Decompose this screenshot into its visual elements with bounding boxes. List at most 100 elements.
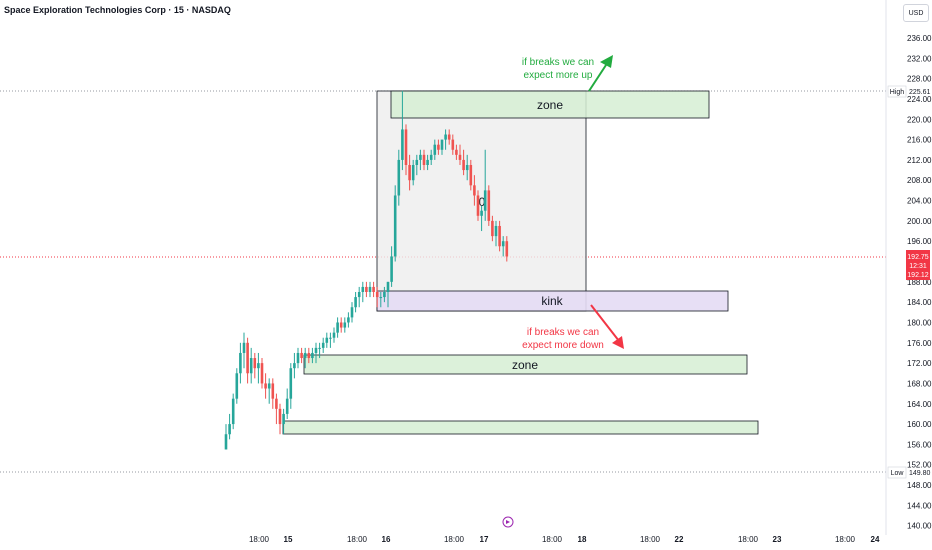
- price-tag-value2: 192.12: [907, 272, 929, 279]
- candle-body: [480, 210, 483, 216]
- price-tick-label: 216.00: [907, 136, 932, 145]
- time-tick-label: 18:00: [640, 535, 661, 544]
- candle-body: [347, 317, 350, 323]
- candle-body: [332, 332, 336, 338]
- candle-body: [260, 363, 264, 384]
- candle-body: [429, 154, 433, 160]
- time-tick-label: 18:00: [249, 535, 270, 544]
- high-tag-value: 225.61: [909, 89, 931, 96]
- candle-body: [408, 165, 411, 181]
- price-tick-label: 200.00: [907, 217, 932, 226]
- low-tag-value: 149.80: [909, 470, 931, 477]
- price-tick-label: 168.00: [907, 379, 932, 388]
- price-tick-label: 176.00: [907, 339, 932, 348]
- currency-button[interactable]: USD: [903, 4, 929, 22]
- candle-body: [271, 383, 275, 399]
- high-tag-label: High: [890, 89, 905, 96]
- candle-body: [375, 292, 379, 298]
- candle-body: [307, 352, 311, 359]
- low-tag-label: Low: [891, 470, 905, 477]
- price-tick-label: 144.00: [907, 501, 932, 510]
- candle-body: [462, 159, 465, 171]
- price-tick-label: 188.00: [907, 278, 932, 287]
- kink-label: kink: [541, 294, 563, 308]
- arrow-down-icon[interactable]: [590, 304, 624, 349]
- replay-icon[interactable]: [502, 516, 514, 528]
- candle-body: [235, 373, 239, 399]
- candle-body: [397, 159, 401, 196]
- time-tick-label: 17: [480, 535, 489, 544]
- zone-bottom-box[interactable]: [282, 420, 759, 435]
- price-tick-label: 140.00: [907, 522, 932, 531]
- candle-body: [383, 292, 386, 298]
- time-tick-label: 15: [284, 535, 293, 544]
- price-tick-label: 172.00: [907, 359, 932, 368]
- candle-body: [285, 398, 289, 414]
- candle-body: [311, 352, 314, 359]
- candle-body: [505, 241, 509, 257]
- candle-body: [314, 347, 318, 353]
- price-tick-label: 236.00: [907, 34, 932, 43]
- price-tick-label: 152.00: [907, 461, 932, 470]
- candle-body: [365, 286, 368, 292]
- price-tick-label: 148.00: [907, 481, 932, 490]
- candle-body: [339, 322, 343, 328]
- price-tag: [906, 250, 930, 280]
- price-tick-label: 228.00: [907, 75, 932, 84]
- candle-body: [228, 424, 231, 435]
- candle-body: [231, 398, 235, 425]
- candle-body: [415, 159, 419, 165]
- zone-top-box[interactable]: [390, 90, 710, 119]
- price-tick-label: 212.00: [907, 156, 932, 165]
- candle-body: [455, 149, 458, 155]
- candle-body: [491, 220, 494, 237]
- candle-body: [411, 165, 415, 181]
- candle-body: [386, 281, 390, 292]
- price-tick-label: 196.00: [907, 237, 932, 246]
- candle-body: [422, 154, 426, 165]
- candle-body: [447, 134, 451, 140]
- price-tag-value: 192.75: [907, 254, 929, 261]
- candle-body: [372, 286, 375, 292]
- range-box[interactable]: [376, 90, 587, 312]
- time-tick-label: 18:00: [835, 535, 856, 544]
- candle-body: [239, 352, 242, 374]
- zone-mid-label: zone: [512, 358, 538, 372]
- zone-mid-box[interactable]: [303, 354, 748, 375]
- candle-body: [249, 358, 253, 374]
- time-tick-label: 18:00: [738, 535, 759, 544]
- candle-body: [419, 154, 422, 160]
- price-axis[interactable]: 236.00 232.00 228.00 224.00 220.00 216.00 212.…: [907, 34, 932, 531]
- candle-body: [433, 144, 437, 155]
- candle-body: [246, 342, 249, 374]
- price-tick-label: 160.00: [907, 420, 932, 429]
- arrow-up-icon[interactable]: [588, 55, 613, 92]
- time-axis[interactable]: 18:00 15 18:00 16 18:00 17 18:00 18 18:00 22 18:00…: [249, 535, 880, 544]
- candle-body: [404, 129, 408, 165]
- candle-body: [458, 154, 462, 160]
- candle-body: [343, 322, 347, 328]
- annotation-up-line2: expect more up: [524, 70, 593, 81]
- candle-body: [303, 352, 307, 359]
- time-tick-label: 16: [382, 535, 391, 544]
- annotation-up-line1: if breaks we can: [522, 57, 594, 68]
- candle-body: [296, 352, 300, 364]
- time-tick-label: 24: [871, 535, 880, 544]
- price-tick-label: 204.00: [907, 197, 932, 206]
- time-tick-label: 18:00: [444, 535, 465, 544]
- candle-body: [401, 129, 404, 160]
- candle-body: [451, 139, 455, 150]
- candle-body: [300, 352, 303, 359]
- price-tick-label: 180.00: [907, 318, 932, 327]
- candle-body: [473, 185, 476, 196]
- candle-body: [501, 241, 505, 247]
- candle-body: [267, 383, 271, 389]
- annotation-down-line2: expect more down: [522, 340, 604, 351]
- annotation-down-line1: if breaks we can: [527, 327, 599, 338]
- candle-body: [494, 225, 498, 237]
- candle-body: [336, 322, 339, 333]
- time-tick-label: 22: [675, 535, 684, 544]
- candle-body: [368, 286, 372, 292]
- time-tick-label: 18: [578, 535, 587, 544]
